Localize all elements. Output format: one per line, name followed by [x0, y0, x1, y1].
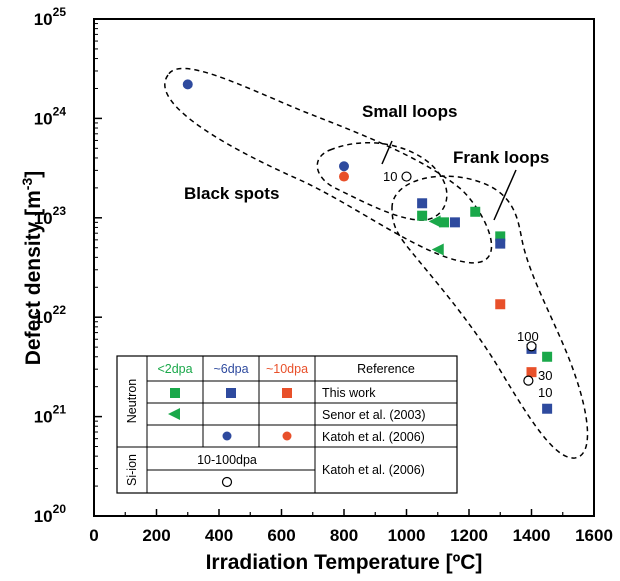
annotation-leaders: [381, 140, 517, 221]
x-tick-label: 400: [205, 526, 233, 545]
point-label-10-top: 10: [383, 169, 397, 184]
small-loops-envelope: [164, 67, 493, 264]
data-point-blue-square: [542, 403, 553, 414]
y-tick-label: 1022: [34, 303, 67, 327]
data-point-blue-circle: [182, 79, 193, 90]
legend-marker-green-triangle: [168, 408, 180, 420]
legend-ref-senor: Senor et al. (2003): [322, 408, 426, 422]
cluster-envelopes: [164, 67, 589, 459]
data-point-green-triangle: [431, 243, 444, 256]
data-point-red-square: [495, 299, 506, 310]
legend-marker-red-square: [282, 388, 292, 398]
legend-grid: [117, 356, 457, 493]
frank-loops-label: Frank loops: [453, 148, 549, 167]
x-tick-label: 600: [267, 526, 295, 545]
legend-ref-this-work: This work: [322, 386, 376, 400]
data-point-red-circle: [339, 171, 349, 182]
y-tick-label: 1025: [34, 5, 67, 29]
data-point-open-circle: [401, 171, 412, 182]
x-tick-label: 1000: [388, 526, 426, 545]
x-tick-label: 800: [330, 526, 358, 545]
legend-group-neutron: Neutron: [125, 379, 139, 424]
data-point-green-square: [470, 206, 481, 217]
x-tick-label: 1600: [575, 526, 613, 545]
point-label-10-bottom: 10: [538, 385, 552, 400]
x-tick-label: 200: [142, 526, 170, 545]
data-point-green-square: [542, 351, 553, 362]
data-point-red-square: [526, 367, 537, 378]
legend-marker-open-circle: [221, 476, 233, 488]
y-axis: 1020 1021 1022 1023 1024 1025: [34, 5, 102, 526]
data-point-green-square: [439, 217, 449, 228]
legend-group-si-ion: Si-ion: [125, 454, 139, 486]
y-axis-title: Defect density [m-3]: [19, 171, 45, 366]
frank-loops-envelope: [391, 175, 589, 459]
frank-loops-leader: [493, 169, 517, 221]
small-loops-label: Small loops: [362, 102, 457, 121]
data-point-green-square: [495, 231, 506, 242]
x-tick-label: 1400: [513, 526, 551, 545]
data-markers: [182, 79, 553, 414]
legend-marker-green-square: [170, 388, 180, 398]
y-tick-label: 1020: [34, 502, 67, 526]
legend-header-lt2dpa: <2dpa: [157, 362, 192, 376]
y-tick-label: 1024: [34, 104, 67, 128]
y-tick-label: 1021: [34, 403, 67, 427]
legend-ref-katoh-neutron: Katoh et al. (2006): [322, 430, 425, 444]
legend-marker-blue-circle: [222, 431, 232, 441]
legend-ref-katoh-si: Katoh et al. (2006): [322, 463, 425, 477]
legend-header-6dpa: ~6dpa: [213, 362, 248, 376]
legend-table: <2dpa ~6dpa ~10dpa Reference Neutron Si-…: [116, 355, 458, 494]
small-loops-leader: [381, 140, 393, 165]
black-spots-label: Black spots: [184, 184, 279, 203]
x-axis: 0 200 400 600 800 1000 1200 1400 1600: [89, 509, 613, 545]
x-tick-label: 1200: [450, 526, 488, 545]
point-label-100: 100: [517, 329, 539, 344]
black-spots-envelope: [316, 142, 448, 221]
data-point-green-square: [417, 210, 428, 221]
data-point-blue-circle: [339, 161, 349, 172]
legend-header-10dpa: ~10dpa: [266, 362, 308, 376]
data-point-green-triangle: [428, 215, 441, 228]
x-tick-label: 0: [89, 526, 98, 545]
legend-marker-red-circle: [282, 431, 292, 441]
y-tick-label: 1023: [34, 204, 67, 228]
legend-si-range: 10-100dpa: [197, 453, 257, 467]
data-point-blue-square: [449, 217, 460, 228]
x-axis-title: Irradiation Temperature [ºC]: [206, 551, 483, 574]
data-point-blue-square: [495, 238, 506, 249]
legend-header-reference: Reference: [357, 362, 415, 376]
data-point-blue-square: [417, 198, 428, 209]
data-point-open-circle: [523, 375, 534, 386]
data-point-open-circle: [526, 341, 537, 352]
legend-marker-blue-square: [226, 388, 236, 398]
point-label-30: 30: [538, 368, 552, 383]
